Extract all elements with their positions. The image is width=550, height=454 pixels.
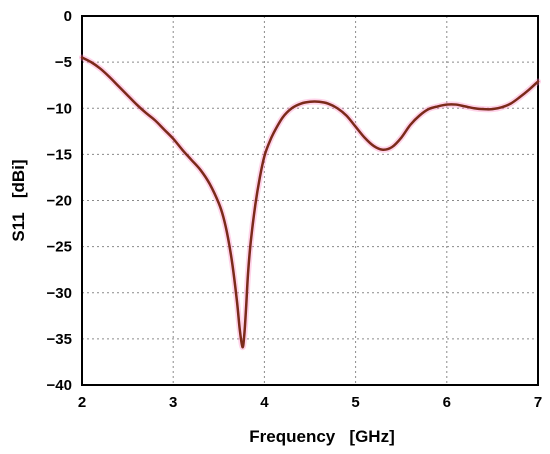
x-axis-label: Frequency [GHz] [249, 427, 394, 446]
x-tick-label: 4 [260, 394, 269, 411]
x-tick-label: 7 [534, 394, 542, 411]
x-tick-label: 5 [351, 394, 359, 411]
y-axis-label: S11 [dBi] [9, 159, 28, 241]
y-tick-label: −25 [47, 239, 72, 256]
plot-frame [81, 15, 539, 386]
y-tick-label: 0 [64, 8, 72, 25]
series-line [80, 56, 540, 349]
series-layer [79, 54, 541, 351]
y-tick-label: −15 [47, 146, 72, 163]
y-tick-label: −30 [47, 285, 72, 302]
x-tick-label: 2 [78, 394, 86, 411]
axes [81, 15, 539, 386]
y-tick-label: −40 [47, 377, 72, 394]
tick-labels: 2 3 4 5 6 7 0 −5 −10 −15 −20 −25 −30 −35 −40 [47, 8, 543, 411]
grid [82, 16, 538, 385]
x-tick-label: 6 [443, 394, 451, 411]
y-tick-label: −20 [47, 193, 72, 210]
x-tick-label: 3 [169, 394, 177, 411]
y-tick-label: −35 [47, 331, 72, 348]
y-tick-label: −10 [47, 100, 72, 117]
y-tick-label: −5 [55, 54, 72, 71]
